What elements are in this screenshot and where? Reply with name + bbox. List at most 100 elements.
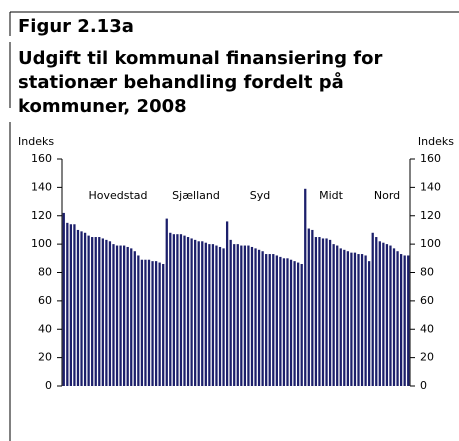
bar <box>73 224 76 386</box>
y2-tick-label: 120 <box>420 209 441 222</box>
y-tick-label: 40 <box>38 322 52 335</box>
bar <box>399 254 403 386</box>
bar <box>300 263 303 386</box>
y-tick-label: 0 <box>45 379 52 392</box>
region-label: Syd <box>250 189 270 202</box>
bar <box>286 258 289 386</box>
bar <box>293 261 296 386</box>
bar <box>336 245 339 386</box>
bar <box>250 246 254 386</box>
bar <box>183 235 186 386</box>
bar <box>350 252 353 386</box>
bar <box>169 232 172 386</box>
y2-tick-label: 140 <box>420 180 441 193</box>
bar <box>222 248 225 386</box>
bar <box>275 255 278 386</box>
bar <box>382 242 385 386</box>
bar <box>311 229 314 386</box>
bar <box>289 259 293 386</box>
bar <box>176 234 179 386</box>
bar <box>66 222 69 386</box>
bar <box>364 255 367 386</box>
bar <box>389 245 392 386</box>
bar <box>325 238 328 386</box>
bar <box>254 248 257 386</box>
bar <box>368 261 371 386</box>
figure-label: Figur 2.13a <box>18 16 134 37</box>
bar <box>392 248 396 386</box>
y-tick-label: 100 <box>31 237 52 250</box>
bar <box>304 188 307 386</box>
bar <box>396 251 399 386</box>
bar <box>403 255 406 386</box>
bar <box>339 248 342 386</box>
bar <box>261 251 264 386</box>
y-tick-label: 80 <box>38 266 52 279</box>
bar <box>236 244 239 386</box>
bar <box>137 255 140 386</box>
bar <box>147 259 151 386</box>
bar <box>229 239 232 386</box>
y-tick-label: 20 <box>38 351 52 364</box>
chart-title: Udgift til kommunal finansiering for <box>18 48 382 69</box>
bar <box>165 218 168 386</box>
bar <box>378 241 381 386</box>
bar <box>105 239 108 386</box>
bar <box>151 261 154 386</box>
bar <box>108 241 112 386</box>
y2-tick-label: 0 <box>420 379 427 392</box>
y-tick-label: 120 <box>31 209 52 222</box>
bar <box>154 261 158 386</box>
bar <box>190 238 193 386</box>
bar <box>101 238 104 386</box>
bar <box>115 245 119 386</box>
bar <box>201 241 204 386</box>
y2-tick-label: 20 <box>420 351 434 364</box>
region-label: Nord <box>374 189 400 202</box>
bar <box>218 246 222 386</box>
bar <box>140 259 144 386</box>
bar <box>204 242 207 386</box>
bar <box>119 245 122 386</box>
bar <box>357 254 360 386</box>
bar <box>215 245 218 386</box>
y-axis-label: Indeks <box>18 135 54 148</box>
bar <box>112 244 115 386</box>
bar <box>282 258 286 386</box>
bar <box>233 244 236 386</box>
bar <box>243 245 247 386</box>
bar <box>133 251 136 386</box>
bar <box>247 245 250 386</box>
bar <box>371 232 374 386</box>
bar <box>186 237 190 386</box>
bar <box>272 254 275 386</box>
bar <box>144 259 147 386</box>
chart-title: stationær behandling fordelt på <box>18 71 344 93</box>
bar <box>91 237 94 386</box>
bar <box>375 237 378 386</box>
y2-tick-label: 40 <box>420 322 434 335</box>
region-label: Sjælland <box>172 189 220 202</box>
bar <box>130 248 133 386</box>
y2-tick-label: 60 <box>420 294 434 307</box>
bar <box>279 256 282 386</box>
bar <box>314 237 318 386</box>
bar <box>385 244 389 386</box>
y2-axis-label: Indeks <box>418 135 454 148</box>
bar <box>240 245 243 386</box>
bar <box>211 244 215 386</box>
region-label: Hovedstad <box>88 189 147 202</box>
bar <box>318 237 321 386</box>
y2-tick-label: 160 <box>420 152 441 165</box>
bar <box>126 246 129 386</box>
bar <box>208 244 211 386</box>
bar <box>353 252 357 386</box>
bar <box>265 254 268 386</box>
bar <box>194 239 197 386</box>
y-tick-label: 160 <box>31 152 52 165</box>
bar <box>197 241 200 386</box>
bar <box>172 234 175 386</box>
bar <box>158 262 161 386</box>
y-tick-label: 140 <box>31 180 52 193</box>
